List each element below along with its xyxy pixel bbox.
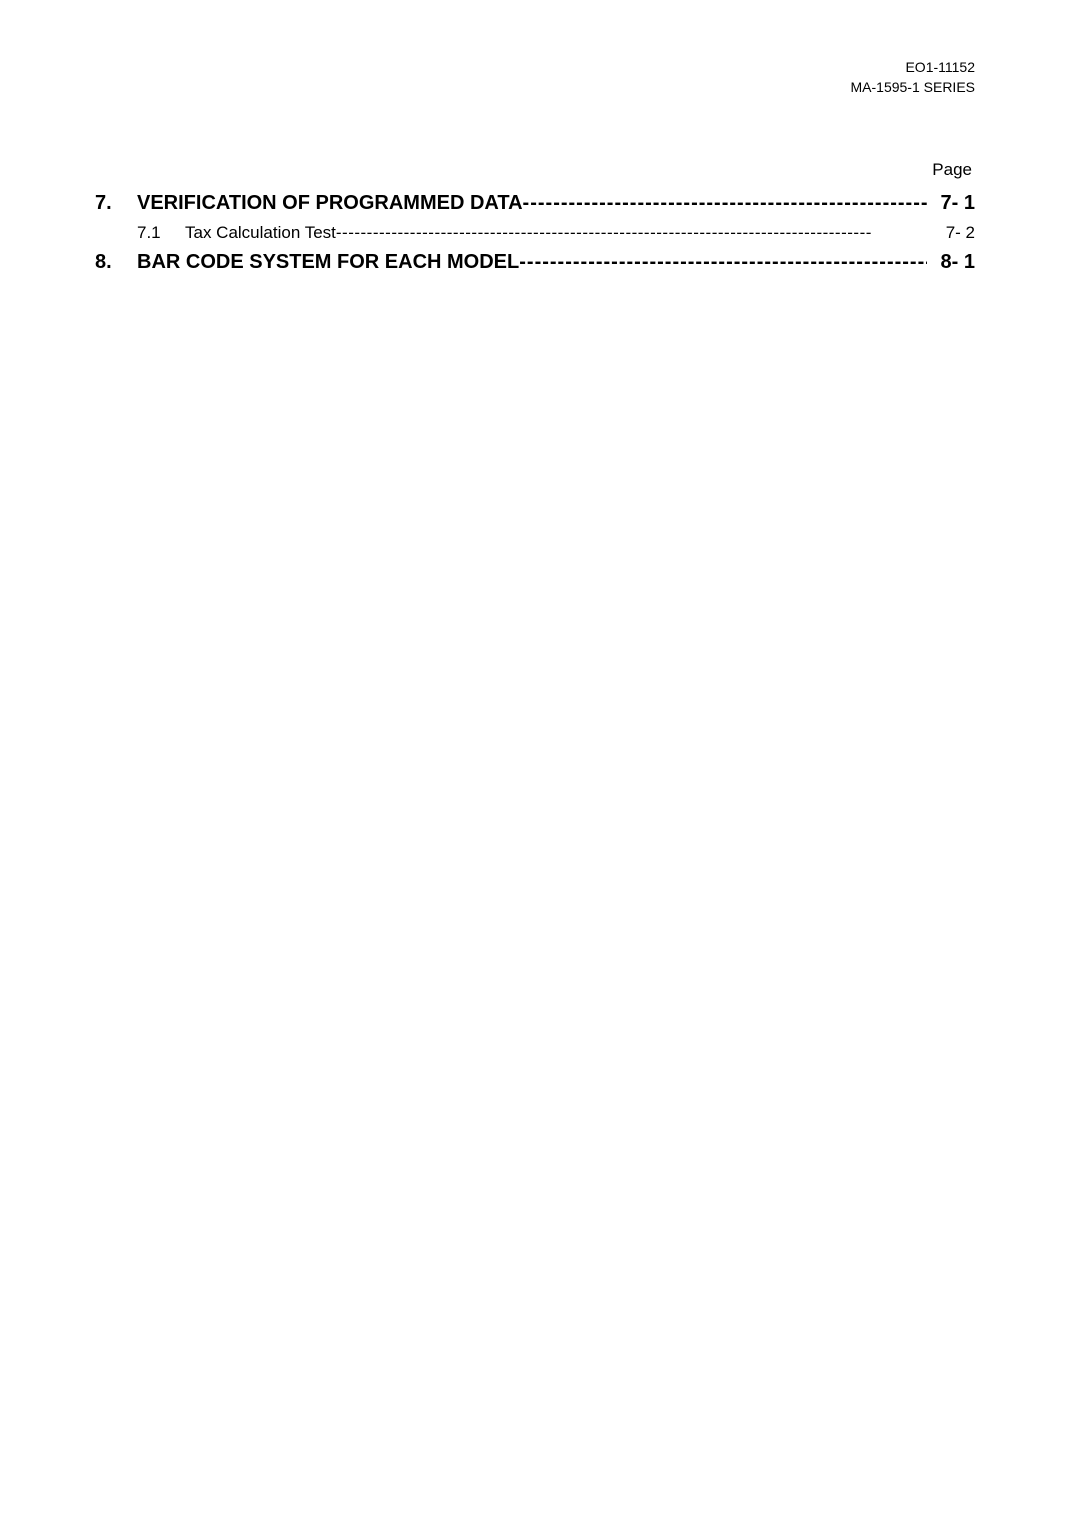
toc-entry: 8. BAR CODE SYSTEM FOR EACH MODEL ------… [95, 251, 975, 274]
toc-page: 7- 1 [927, 192, 975, 215]
toc-page: 7- 2 [927, 223, 975, 243]
toc-entry: 7.1 Tax Calculation Test ---------------… [137, 223, 975, 243]
toc-title: Tax Calculation Test [185, 223, 336, 243]
toc-title: VERIFICATION OF PROGRAMMED DATA [137, 192, 523, 215]
toc-leader: ----------------------------------------… [523, 192, 927, 215]
toc-page: 8- 1 [927, 251, 975, 274]
toc-number: 8. [95, 251, 137, 274]
header-code: EO1-11152 [851, 58, 976, 78]
toc-leader: ----------------------------------------… [336, 223, 927, 243]
toc-number: 7.1 [137, 223, 185, 243]
toc-number: 7. [95, 192, 137, 215]
document-header: EO1-11152 MA-1595-1 SERIES [851, 58, 976, 97]
header-series: MA-1595-1 SERIES [851, 78, 976, 98]
toc-entry: 7. VERIFICATION OF PROGRAMMED DATA -----… [95, 192, 975, 215]
table-of-contents: 7. VERIFICATION OF PROGRAMMED DATA -----… [95, 192, 975, 282]
page-column-label: Page [932, 160, 972, 180]
toc-title: BAR CODE SYSTEM FOR EACH MODEL [137, 251, 519, 274]
toc-leader: ----------------------------------------… [519, 251, 927, 274]
